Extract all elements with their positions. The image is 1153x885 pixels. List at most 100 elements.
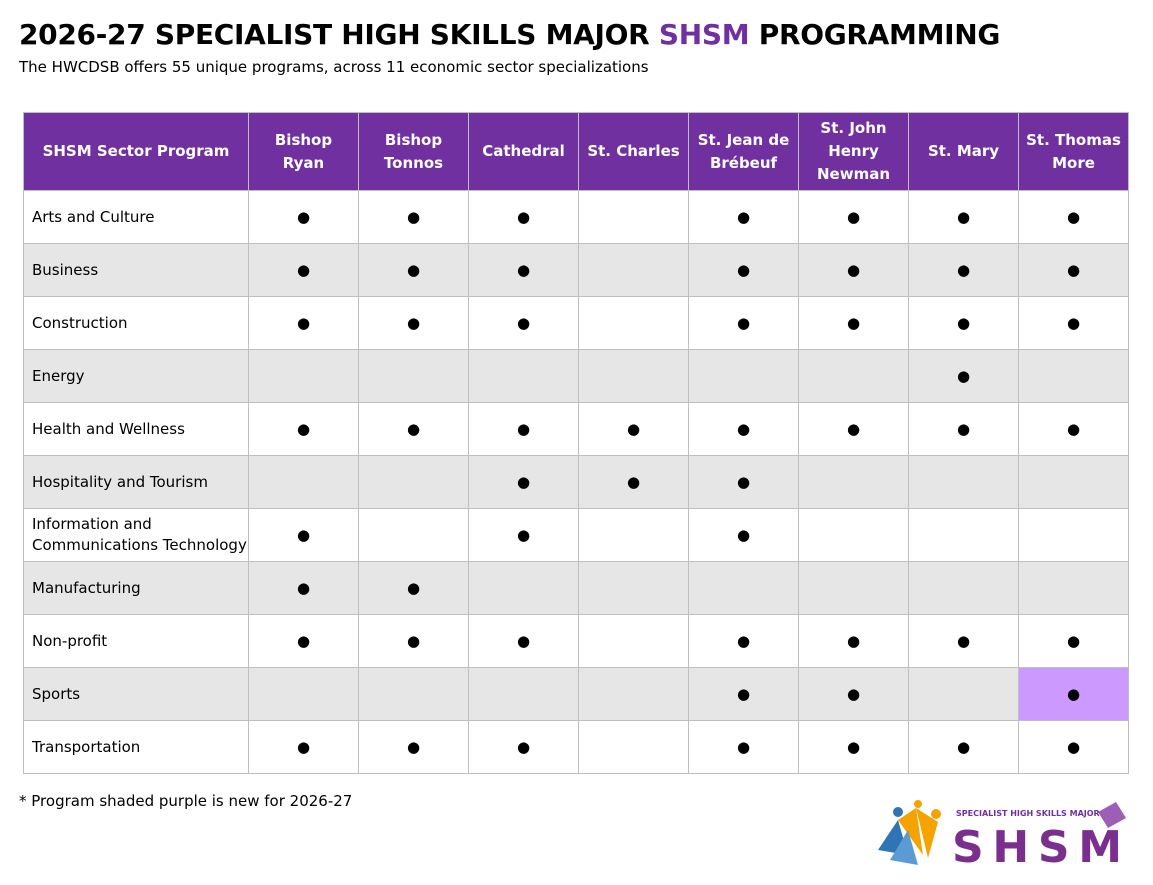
- program-name: Transportation: [23, 720, 249, 774]
- empty-cell: [358, 349, 469, 403]
- program-name: Business: [23, 243, 249, 297]
- offered-mark: ●: [688, 402, 799, 456]
- program-name: Hospitality and Tourism: [23, 455, 249, 509]
- empty-cell: [578, 190, 689, 244]
- offered-mark: ●: [358, 402, 469, 456]
- offered-mark: ●: [248, 190, 359, 244]
- table-row: Energy ●: [23, 349, 1129, 403]
- subtitle: The HWCDSB offers 55 unique programs, ac…: [19, 58, 649, 76]
- offered-mark: ●: [468, 243, 579, 297]
- offered-mark: ●: [798, 296, 909, 350]
- offered-mark: ●: [1018, 243, 1129, 297]
- offered-mark: ●: [798, 190, 909, 244]
- empty-cell: [358, 455, 469, 509]
- empty-cell: [358, 508, 469, 562]
- empty-cell: [798, 508, 909, 562]
- empty-cell: [578, 614, 689, 668]
- program-name: Arts and Culture: [23, 190, 249, 244]
- logo-icon: [878, 800, 1126, 865]
- empty-cell: [578, 667, 689, 721]
- offered-mark: ●: [358, 190, 469, 244]
- table-row: Non-profit ● ● ● ● ● ● ●: [23, 614, 1129, 668]
- offered-mark: ●: [248, 561, 359, 615]
- offered-mark: ●: [908, 296, 1019, 350]
- column-header: Bishop Ryan: [248, 112, 359, 191]
- empty-cell: [908, 508, 1019, 562]
- column-header: SHSM Sector Program: [23, 112, 249, 191]
- offered-mark: ●: [358, 561, 469, 615]
- offered-mark: ●: [248, 508, 359, 562]
- column-header: Cathedral: [468, 112, 579, 191]
- offered-mark: ●: [908, 402, 1019, 456]
- empty-cell: [1018, 455, 1129, 509]
- table-row: Information and Communications Technolog…: [23, 508, 1129, 562]
- offered-mark: ●: [908, 243, 1019, 297]
- offered-mark: ●: [248, 402, 359, 456]
- empty-cell: [798, 561, 909, 615]
- column-header: St. Charles: [578, 112, 689, 191]
- column-header: St. Mary: [908, 112, 1019, 191]
- program-table: SHSM Sector Program Bishop Ryan Bishop Ton…: [23, 112, 1129, 774]
- empty-cell: [578, 720, 689, 774]
- empty-cell: [1018, 508, 1129, 562]
- table-row: Sports ● ● ●: [23, 667, 1129, 721]
- offered-mark: ●: [248, 720, 359, 774]
- offered-mark: ●: [1018, 667, 1129, 721]
- offered-mark: ●: [358, 614, 469, 668]
- offered-mark: ●: [798, 667, 909, 721]
- table-row: Manufacturing ● ●: [23, 561, 1129, 615]
- table-row: Health and Wellness ● ● ● ● ● ● ● ●: [23, 402, 1129, 456]
- offered-mark: ●: [688, 667, 799, 721]
- column-header: St. Thomas More: [1018, 112, 1129, 191]
- empty-cell: [248, 667, 359, 721]
- offered-mark: ●: [688, 296, 799, 350]
- offered-mark: ●: [358, 296, 469, 350]
- program-name: Non-profit: [23, 614, 249, 668]
- empty-cell: [578, 296, 689, 350]
- title: 2026-27 SPECIALIST HIGH SKILLS MAJOR SHS…: [19, 18, 1000, 51]
- offered-mark: ●: [358, 720, 469, 774]
- program-name: Sports: [23, 667, 249, 721]
- offered-mark: ●: [358, 243, 469, 297]
- empty-cell: [908, 455, 1019, 509]
- offered-mark: ●: [798, 614, 909, 668]
- empty-cell: [798, 455, 909, 509]
- empty-cell: [1018, 349, 1129, 403]
- empty-cell: [578, 349, 689, 403]
- empty-cell: [468, 667, 579, 721]
- offered-mark: ●: [1018, 296, 1129, 350]
- empty-cell: [1018, 561, 1129, 615]
- table-row: Arts and Culture ● ● ● ● ● ● ●: [23, 190, 1129, 244]
- offered-mark: ●: [688, 720, 799, 774]
- empty-cell: [688, 561, 799, 615]
- empty-cell: [468, 561, 579, 615]
- offered-mark: ●: [468, 614, 579, 668]
- offered-mark: ●: [578, 402, 689, 456]
- offered-mark: ●: [468, 190, 579, 244]
- empty-cell: [248, 455, 359, 509]
- footnote: * Program shaded purple is new for 2026-…: [19, 792, 353, 810]
- offered-mark: ●: [468, 720, 579, 774]
- column-header: Bishop Tonnos: [358, 112, 469, 191]
- offered-mark: ●: [468, 296, 579, 350]
- offered-mark: ●: [248, 243, 359, 297]
- offered-mark: ●: [468, 402, 579, 456]
- header-row: SHSM Sector Program Bishop Ryan Bishop Ton…: [23, 112, 1129, 191]
- offered-mark: ●: [908, 614, 1019, 668]
- offered-mark: ●: [1018, 190, 1129, 244]
- program-name: Health and Wellness: [23, 402, 249, 456]
- offered-mark: ●: [688, 455, 799, 509]
- logo-tagline: SPECIALIST HIGH SKILLS MAJOR: [956, 809, 1100, 818]
- offered-mark: ●: [248, 296, 359, 350]
- table-row: Business ● ● ● ● ● ● ●: [23, 243, 1129, 297]
- empty-cell: [578, 243, 689, 297]
- offered-mark: ●: [908, 349, 1019, 403]
- program-name: Construction: [23, 296, 249, 350]
- table-row: Construction ● ● ● ● ● ● ●: [23, 296, 1129, 350]
- logo: SPECIALIST HIGH SKILLS MAJOR SHSM: [878, 800, 1126, 870]
- offered-mark: ●: [908, 720, 1019, 774]
- empty-cell: [578, 508, 689, 562]
- column-header: St. John Henry Newman: [798, 112, 909, 191]
- offered-mark: ●: [688, 614, 799, 668]
- empty-cell: [468, 349, 579, 403]
